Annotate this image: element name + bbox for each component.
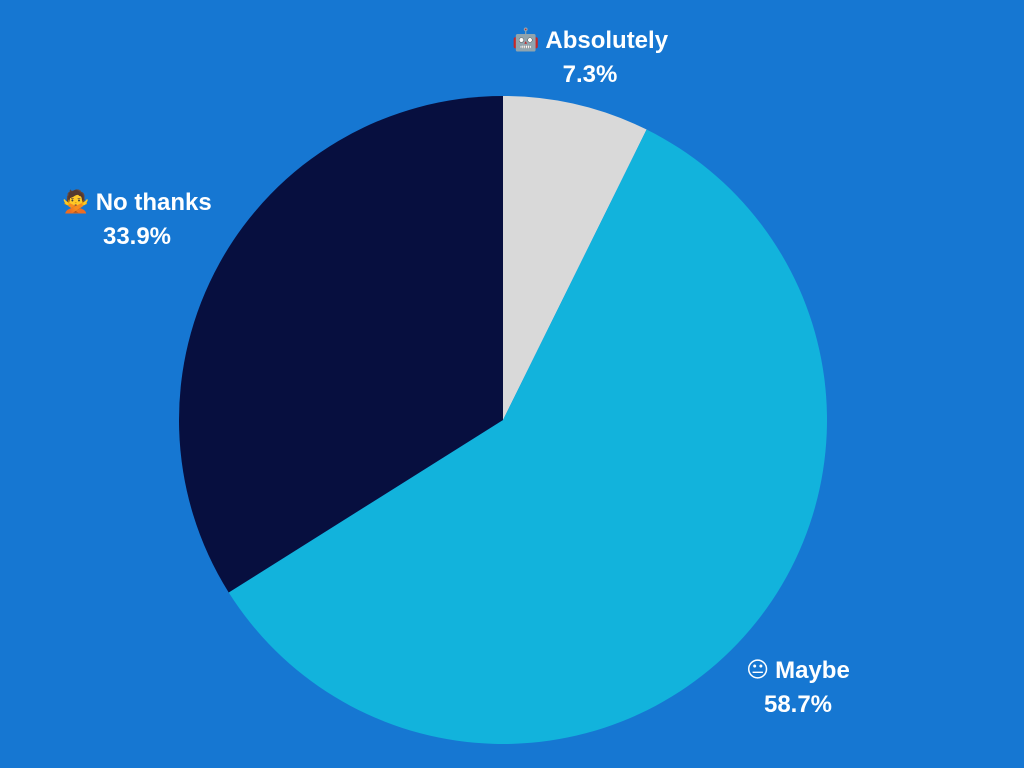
slice-label-no-thanks: 🙅 No thanks 33.9% (42, 186, 232, 254)
slice-name-no-thanks: No thanks (95, 189, 212, 216)
slice-value-absolutely: 7.3% (562, 61, 618, 88)
pie-slice-maybe (228, 129, 827, 744)
slice-value-maybe: 58.7% (763, 691, 833, 718)
slice-label-maybe: 😐 Maybe 58.7% (718, 654, 878, 722)
slice-value-no-thanks: 33.9% (102, 223, 172, 250)
person-gesturing-no-icon: 🙅 (62, 190, 90, 215)
robot-face-icon: 🤖 (511, 28, 540, 53)
slice-name-maybe: Maybe (775, 657, 850, 684)
pie-slice-no-thanks (178, 95, 504, 593)
slice-label-absolutely: 🤖 Absolutely 7.3% (490, 24, 690, 92)
neutral-face-icon: 😐 (746, 658, 770, 683)
slice-name-absolutely: Absolutely (545, 27, 669, 54)
pie-slice-absolutely (503, 96, 647, 420)
